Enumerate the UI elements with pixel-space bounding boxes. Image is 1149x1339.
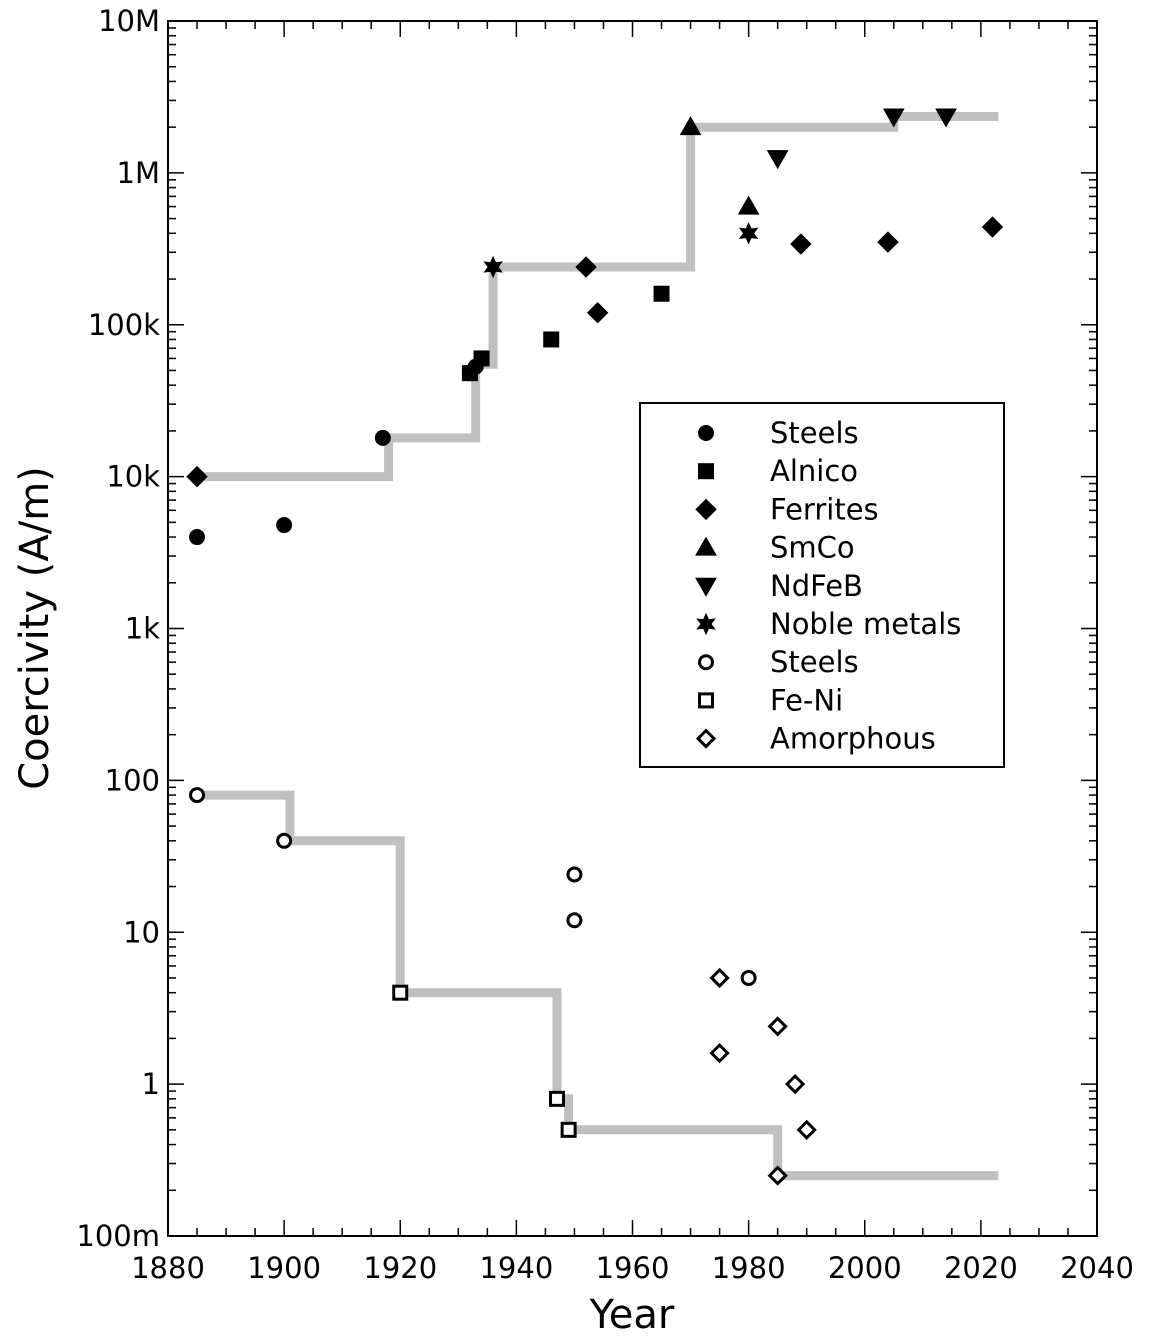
- amorphous-soft-point: [767, 1165, 788, 1186]
- legend-label-fe-ni-soft: Fe-Ni: [770, 683, 843, 717]
- ndfeb-hard-point: [766, 150, 789, 170]
- y-tick-label: 1: [142, 1067, 160, 1101]
- y-tick-label: 10: [123, 915, 160, 949]
- amorphous-soft-point: [784, 1074, 806, 1095]
- steels-hard-point: [276, 517, 293, 534]
- legend-marker-steels-hard: [698, 425, 714, 441]
- amorphous-soft-point: [709, 967, 730, 989]
- step-line-2: [197, 790, 999, 1181]
- legend-label-alnico-hard: Alnico: [770, 454, 858, 488]
- noble-metals-hard-point: [483, 255, 503, 279]
- x-tick-label: 2000: [828, 1251, 902, 1285]
- x-tick-label: 1940: [479, 1251, 553, 1285]
- smco-hard-point: [737, 195, 760, 215]
- legend-label-steels-soft: Steels: [770, 645, 859, 679]
- legend-marker-amorphous-soft: [695, 728, 717, 749]
- steels-hard-point: [189, 529, 206, 546]
- y-tick-label: 100m: [76, 1219, 160, 1253]
- legend: Steels Alnico Ferrites SmCo NdFeB Noble metal…: [639, 402, 1005, 768]
- legend-label-noble-metals-hard: Noble metals: [770, 607, 961, 641]
- alnico-hard-point: [653, 285, 670, 302]
- y-tick-label: 1M: [117, 156, 160, 190]
- ferrites-hard-point: [186, 465, 208, 488]
- fe-ni-soft-point: [392, 984, 409, 1001]
- data-points: [186, 108, 1004, 1186]
- steels-soft-point: [566, 912, 583, 929]
- legend-marker-ferrites-hard: [695, 498, 717, 521]
- alnico-hard-point: [461, 365, 478, 382]
- x-tick-label: 1880: [131, 1251, 205, 1285]
- legend-label-amorphous-soft: Amorphous: [770, 722, 936, 756]
- legend-label-smco-hard: SmCo: [770, 531, 855, 565]
- ndfeb-hard-point: [882, 108, 905, 128]
- legend-label-ferrites-hard: Ferrites: [770, 492, 879, 526]
- amorphous-soft-point: [796, 1119, 817, 1140]
- x-tick-label: 2020: [944, 1251, 1018, 1285]
- alnico-hard-point: [473, 350, 490, 367]
- ndfeb-hard-point: [935, 108, 957, 128]
- steels-soft-point: [566, 866, 583, 883]
- legend-marker-steels-soft: [698, 654, 714, 671]
- x-axis-title: Year: [589, 1292, 675, 1338]
- y-tick-label: 100k: [88, 308, 160, 342]
- alnico-hard-point: [543, 331, 560, 348]
- smco-hard-point: [679, 116, 702, 136]
- axis-ticks: [167, 20, 1098, 1237]
- legend-items: Steels Alnico Ferrites SmCo NdFeB Noble metal…: [695, 416, 961, 756]
- ferrites-hard-point: [877, 231, 899, 253]
- amorphous-soft-point: [709, 1043, 730, 1064]
- y-tick-label: 100: [105, 763, 160, 797]
- ferrites-hard-point: [575, 256, 597, 278]
- steels-soft-point: [276, 832, 293, 849]
- fe-ni-soft-point: [549, 1090, 566, 1107]
- x-tick-label: 1960: [596, 1251, 670, 1285]
- legend-marker-noble-metals-hard: [696, 612, 716, 636]
- x-tick-label: 1920: [363, 1251, 437, 1285]
- legend-marker-smco-hard: [695, 536, 717, 556]
- amorphous-soft-point: [767, 1016, 788, 1037]
- noble-metals-hard-point: [738, 222, 759, 245]
- fe-ni-soft-point: [560, 1121, 577, 1138]
- tick-labels: 1880 1900 1920 1940 1960 1980 2000 2020 2040 100m…: [76, 4, 1134, 1285]
- y-tick-label: 1k: [125, 612, 160, 646]
- legend-label-ndfeb-hard: NdFeB: [770, 569, 863, 603]
- y-axis-title: Coercivity (A/m): [12, 466, 58, 790]
- steels-soft-point: [189, 787, 206, 804]
- legend-label-steels-hard: Steels: [770, 416, 859, 450]
- legend-marker-ndfeb-hard: [695, 577, 717, 597]
- steels-hard-point: [374, 429, 391, 446]
- ferrites-hard-point: [790, 233, 812, 255]
- x-tick-label: 1980: [712, 1251, 786, 1285]
- legend-marker-alnico-hard: [698, 463, 714, 480]
- ferrites-hard-point: [981, 216, 1004, 238]
- legend-marker-fe-ni-soft: [698, 692, 714, 709]
- steels-soft-point: [740, 969, 757, 986]
- x-tick-label: 1900: [247, 1251, 321, 1285]
- y-tick-label: 10M: [98, 4, 160, 38]
- ferrites-hard-point: [586, 302, 609, 324]
- y-tick-label: 10k: [106, 460, 160, 494]
- x-tick-label: 2040: [1060, 1251, 1134, 1285]
